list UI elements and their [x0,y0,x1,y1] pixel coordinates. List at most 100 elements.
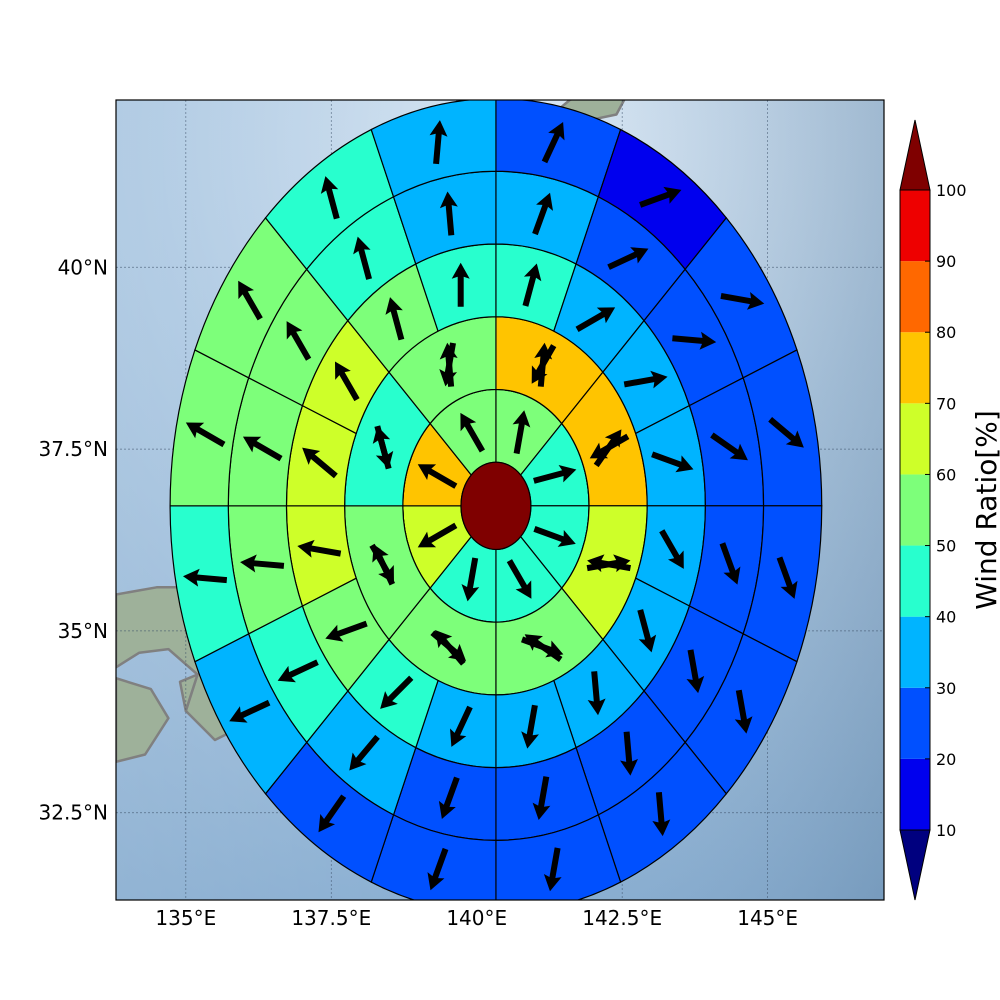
x-tick-label: 142.5°E [582,906,662,930]
wind-arrow [543,847,562,892]
core-circle [460,461,532,551]
wind-arrow [533,526,576,547]
colorbar: 10 20 30 40 50 60 70 80 90 100 Wind Ratio[%] [899,119,1000,901]
colorbar-tick-label: 80 [936,323,956,342]
wind-arrow [238,280,263,321]
colorbar-tick-label: 100 [936,181,967,200]
wind-arrow [506,559,532,599]
wind-arrow [768,417,804,448]
colorbar-tick-label: 90 [936,252,956,271]
map-frame [0,0,885,901]
wind-arrow [0,0,9,22]
x-tick-label: 135°E [155,906,216,930]
wind-arrow [349,734,380,771]
x-axis-ticks: 135°E 137.5°E 140°E 142.5°E 145°E [155,906,798,930]
wind-arrow [353,236,372,280]
x-tick-label: 140°E [446,906,507,930]
wind-arrow [720,291,765,310]
wind-arrow [429,120,448,165]
wind-arrow [427,847,449,891]
wind-arrow [450,705,473,747]
y-tick-label: 35°N [58,619,108,643]
wind-arrow [0,0,9,22]
wind-arrow [0,0,9,22]
wind-arrow [589,433,630,459]
sector-r5-s16 [370,100,497,198]
colorbar-segment [900,545,930,617]
wind-arrow [0,0,9,22]
x-tick-label: 137.5°E [291,906,371,930]
wind-arrow [439,342,458,387]
y-tick-label: 32.5°N [39,801,109,825]
y-tick-label: 40°N [58,255,108,279]
colorbar-tick-label: 70 [936,394,956,413]
wind-arrow [461,557,480,602]
colorbar-extend-min [899,829,931,901]
wind-arrow [0,0,9,22]
colorbar-segment [900,261,930,333]
wind-arrow [620,731,638,776]
wind-arrow [372,426,392,470]
wind-arrow [0,0,9,22]
colorbar-segment [900,616,930,688]
wind-arrow [512,410,531,455]
wind-arrow [372,544,396,586]
wind-arrow [325,620,368,642]
wind-arrow [575,307,616,332]
wind-arrow [0,0,9,22]
colorbar-tick-label: 20 [936,750,956,769]
colorbar-segment [900,758,930,830]
wind-arrow [541,122,565,164]
colorbar-segment [900,190,930,262]
wind-arrow [719,542,741,585]
wind-arrow [0,0,9,22]
wind-arrow [587,554,631,573]
wind-arrow [531,344,557,384]
wind-arrow [637,609,657,653]
wind-arrow [0,0,9,22]
wind-arrow [460,412,485,453]
sector-layer [169,100,823,900]
wind-arrow [297,539,342,558]
wind-arrow [0,0,9,22]
y-axis-ticks: 32.5°N 35°N 37.5°N 40°N [39,255,109,824]
colorbar-tick-label: 40 [936,608,956,627]
wind-arrow [587,671,606,716]
wind-arrow [277,659,319,683]
y-tick-label: 37.5°N [39,437,109,461]
wind-arrow [659,529,684,569]
wind-arrow [533,464,577,484]
wind-arrow [532,192,554,236]
wind-arrow [439,191,458,236]
wind-arrow [318,794,347,833]
colorbar-tick-label: 30 [936,679,956,698]
wind-arrow [623,370,668,389]
kii-coast-land [178,673,199,713]
wind-arrow [524,634,563,662]
colorbar-extend-max [899,119,931,191]
wind-arrow [0,0,9,22]
wind-arrow [302,447,338,479]
wind-arrow [286,321,312,361]
wind-arrow [607,247,649,270]
wind-arrow [652,792,671,837]
wind-arrow [0,0,9,22]
wind-arrow [380,675,414,709]
colorbar-segment [900,474,930,546]
colorbar-label: Wind Ratio[%] [970,410,1000,610]
wind-arrow [451,262,470,307]
wind-arrow [335,361,360,402]
wind-arrow [0,0,9,22]
shikoku-land [116,676,170,764]
wind-arrow [385,297,405,341]
wind-arrow [776,556,798,599]
wind-arrow [240,554,285,573]
wind-arrow [651,451,694,473]
colorbar-segment [900,687,930,759]
wind-arrow [435,630,466,666]
wind-arrow [710,432,748,461]
wind-arrow [229,699,271,723]
wind-arrow [0,0,9,22]
wind-arrow [185,422,226,448]
